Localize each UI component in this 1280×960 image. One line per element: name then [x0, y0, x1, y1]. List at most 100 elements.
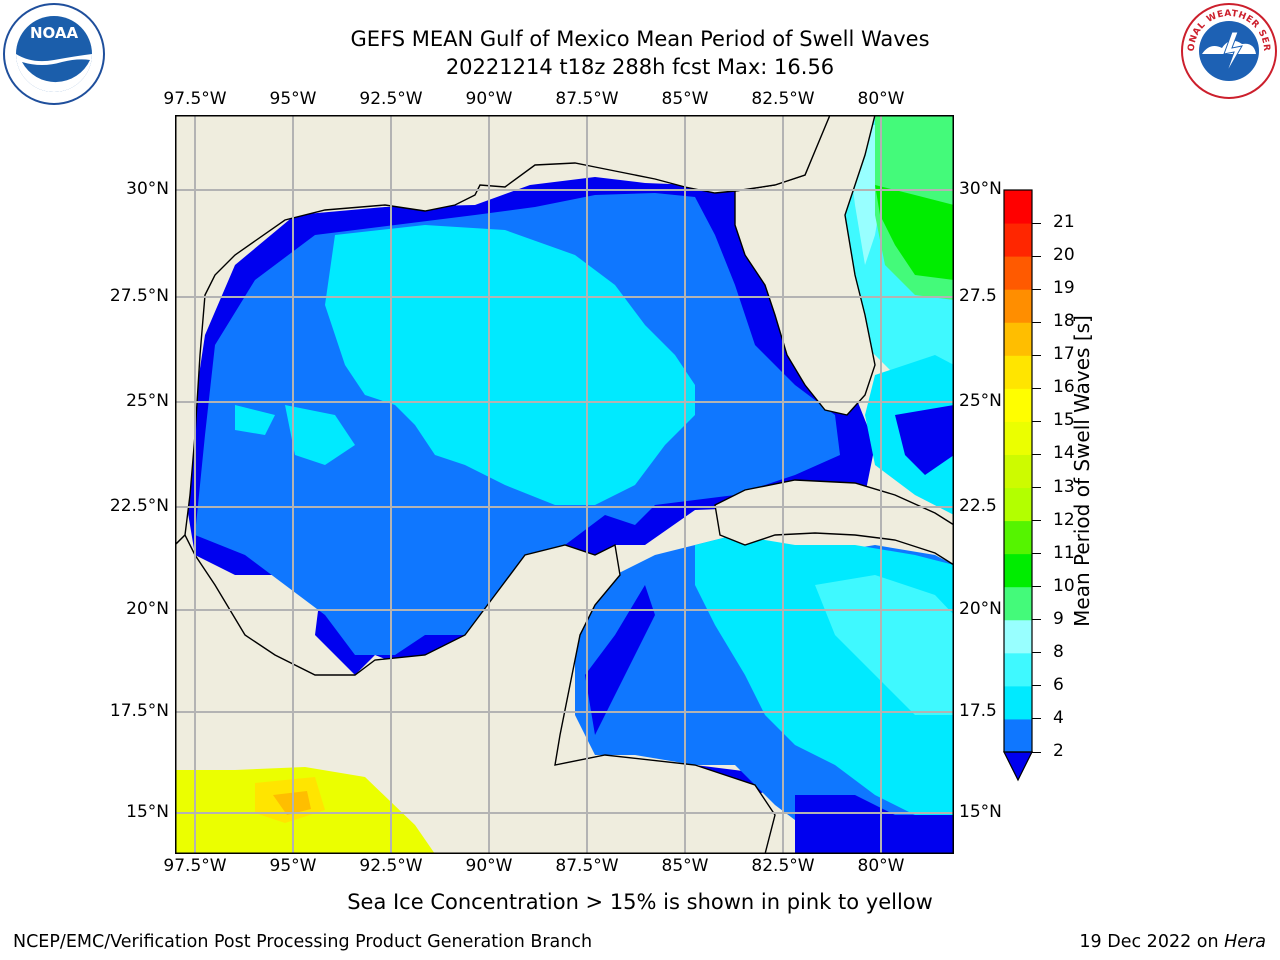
noaa-logo-text: NOAA: [30, 24, 79, 42]
footer-date-text: 19 Dec 2022 on: [1079, 932, 1225, 952]
ice-note: Sea Ice Concentration > 15% is shown in …: [347, 890, 933, 914]
lon-tick-label-bottom: 85°W: [661, 856, 709, 876]
colorbar-swatch: [1004, 619, 1032, 654]
lon-tick-label-top: 90°W: [465, 89, 513, 109]
atlantic-swell-band-10-11s: [875, 185, 954, 280]
lon-tick-label-bottom: 90°W: [465, 856, 513, 876]
caribbean-swell-deep: [795, 795, 954, 854]
lat-tick-label-left: 27.5°N: [109, 286, 169, 306]
colorbar-swatch: [1004, 553, 1032, 588]
colorbar: [1003, 189, 1033, 782]
gulf-swell-patch-west: [285, 405, 355, 465]
lat-tick-label-left: 30°N: [126, 179, 169, 199]
lat-tick-label-right: 30°N: [959, 179, 1002, 199]
lat-tick-label-right: 20°N: [959, 599, 1002, 619]
colorbar-tick-mark: [1032, 685, 1041, 687]
colorbar-tick-mark: [1032, 751, 1041, 753]
colorbar-tick-mark: [1032, 321, 1041, 323]
colorbar-tick-mark: [1032, 255, 1041, 257]
lon-tick-label-top: 85°W: [661, 89, 709, 109]
colorbar-swatch: [1004, 322, 1032, 356]
lon-tick-label-top: 97.5°W: [163, 89, 227, 109]
lon-tick-label-bottom: 80°W: [857, 856, 905, 876]
graticule: [175, 115, 954, 854]
atlantic-bahamas-deep: [895, 405, 954, 475]
colorbar-tick-label: 9: [1053, 608, 1064, 629]
lon-tick-label-top: 87.5°W: [555, 89, 619, 109]
colorbar-tick-label: 21: [1053, 212, 1075, 233]
colorbar-tick-label: 16: [1053, 377, 1075, 398]
colorbar-tick-mark: [1032, 718, 1041, 720]
colorbar-tick-mark: [1032, 520, 1041, 522]
colorbar-tick-label: 18: [1053, 311, 1075, 332]
land-us-coast: [175, 115, 831, 546]
colorbar-swatch: [1004, 652, 1032, 687]
colorbar-swatch: [1004, 685, 1032, 720]
colorbar-swatch: [1004, 718, 1032, 753]
colorbar-swatch: [1004, 190, 1032, 224]
lon-tick-label-top: 80°W: [857, 89, 905, 109]
colorbar-tick-mark: [1032, 387, 1041, 389]
colorbar-swatch: [1004, 388, 1032, 422]
colorbar-swatch: [1004, 355, 1032, 389]
colorbar-tick-mark: [1032, 420, 1041, 422]
colorbar-swatch: [1004, 487, 1032, 522]
map-panel: [175, 115, 954, 854]
land-cuba: [714, 479, 954, 566]
lon-tick-label-top: 82.5°W: [751, 89, 815, 109]
colorbar-tick-mark: [1032, 222, 1041, 224]
colorbar-swatch: [1004, 223, 1032, 257]
lon-tick-label-bottom: 87.5°W: [555, 856, 619, 876]
colorbar-tick-mark: [1032, 288, 1041, 290]
gulf-swell-band-4-6s: [325, 225, 695, 505]
colorbar-swatch: [1004, 289, 1032, 323]
chart-title: GEFS MEAN Gulf of Mexico Mean Period of …: [350, 27, 930, 51]
colorbar-tick-label: 19: [1053, 278, 1075, 299]
lon-tick-label-bottom: 95°W: [269, 856, 317, 876]
lat-tick-label-left: 15°N: [126, 802, 169, 822]
colorbar-tick-label: 13: [1053, 476, 1075, 497]
footer-host: Hera: [1224, 932, 1266, 952]
lat-tick-label-left: 17.5°N: [109, 701, 169, 721]
lon-tick-label-bottom: 97.5°W: [163, 856, 227, 876]
colorbar-swatch: [1004, 421, 1032, 455]
lat-tick-label-right: 15°N: [959, 802, 1002, 822]
footer-branch: NCEP/EMC/Verification Post Processing Pr…: [13, 932, 593, 952]
lon-tick-label-bottom: 92.5°W: [359, 856, 423, 876]
colorbar-label: Mean Period of Swell Waves [s]: [1070, 315, 1094, 627]
colorbar-tick-mark: [1032, 453, 1041, 455]
colorbar-tick-mark: [1032, 619, 1041, 621]
colorbar-tick-label: 6: [1053, 674, 1064, 695]
lon-tick-label-top: 95°W: [269, 89, 317, 109]
colorbar-tick-mark: [1032, 354, 1041, 356]
colorbar-tick-mark: [1032, 586, 1041, 588]
colorbar-swatch: [1004, 454, 1032, 489]
colorbar-tick-mark: [1032, 553, 1041, 555]
colorbar-tick-label: 12: [1053, 509, 1075, 530]
colorbar-tick-label: 11: [1053, 542, 1075, 563]
colorbar-tick-label: 4: [1053, 707, 1064, 728]
colorbar-tick-label: 10: [1053, 575, 1075, 596]
noaa-logo: NOAA: [2, 2, 106, 106]
lat-tick-label-right: 25°N: [959, 391, 1002, 411]
lat-tick-label-right: 17.5: [959, 701, 997, 721]
nws-logo: NATIONAL WEATHER SERVICE: [1176, 0, 1278, 100]
colorbar-swatch: [1004, 586, 1032, 621]
lat-tick-label-left: 25°N: [126, 391, 169, 411]
colorbar-tick-label: 8: [1053, 641, 1064, 662]
colorbar-tick-label: 20: [1053, 245, 1075, 266]
yucatan-swell-deep: [585, 585, 655, 735]
lat-tick-label-right: 27.5: [959, 286, 997, 306]
colorbar-tick-mark: [1032, 652, 1041, 654]
colorbar-tick-mark: [1032, 487, 1041, 489]
colorbar-tick-label: 15: [1053, 410, 1075, 431]
colorbar-tick-label: 17: [1053, 344, 1075, 365]
colorbar-swatch: [1004, 256, 1032, 290]
colorbar-swatch: [1004, 520, 1032, 555]
colorbar-tick-label: 2: [1053, 741, 1064, 761]
footer-date: 19 Dec 2022 on Hera: [1079, 932, 1266, 952]
gulf-swell-patch-mid: [235, 405, 275, 435]
lon-tick-label-bottom: 82.5°W: [751, 856, 815, 876]
lon-tick-label-top: 92.5°W: [359, 89, 423, 109]
chart-subtitle: 20221214 t18z 288h fcst Max: 16.56: [445, 55, 835, 79]
